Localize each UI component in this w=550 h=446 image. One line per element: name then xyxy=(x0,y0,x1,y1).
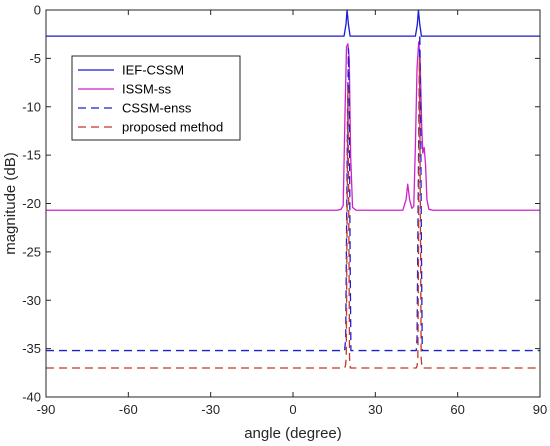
y-tick-label: 0 xyxy=(34,3,41,18)
y-tick-label: -35 xyxy=(22,341,41,356)
x-tick-label: -60 xyxy=(119,402,138,417)
y-tick-label: -40 xyxy=(22,390,41,405)
y-axis-label: magnitude (dB) xyxy=(2,152,19,255)
y-tick-label: -15 xyxy=(22,148,41,163)
x-tick-label: 30 xyxy=(368,402,382,417)
series-line-3 xyxy=(46,57,540,369)
series-line-1 xyxy=(46,41,540,211)
series-layer xyxy=(46,9,540,369)
legend-label: ISSM-ss xyxy=(122,82,172,97)
y-ticks: 0 -5 -10 -15 -20 -25 -30 -35 -40 xyxy=(22,3,540,405)
y-tick-label: -25 xyxy=(22,244,41,259)
legend-label: IEF-CSSM xyxy=(122,63,184,78)
x-ticks: -90 -60 -30 0 30 60 90 xyxy=(37,10,547,417)
series-line-0 xyxy=(46,9,540,37)
legend-label: proposed method xyxy=(122,120,223,135)
legend-label: CSSM-enss xyxy=(122,101,192,116)
y-tick-label: -30 xyxy=(22,293,41,308)
y-tick-label: -20 xyxy=(22,196,41,211)
series-line-2 xyxy=(46,33,540,352)
x-tick-label: -30 xyxy=(201,402,220,417)
x-tick-label: 0 xyxy=(289,402,296,417)
x-tick-label: 60 xyxy=(450,402,464,417)
x-tick-label: 90 xyxy=(533,402,547,417)
x-tick-label: -90 xyxy=(37,402,56,417)
y-tick-label: -10 xyxy=(22,99,41,114)
legend: IEF-CSSM ISSM-ss CSSM-enss proposed method xyxy=(71,55,241,141)
y-tick-label: -5 xyxy=(29,51,41,66)
x-axis-label: angle (degree) xyxy=(244,425,342,442)
